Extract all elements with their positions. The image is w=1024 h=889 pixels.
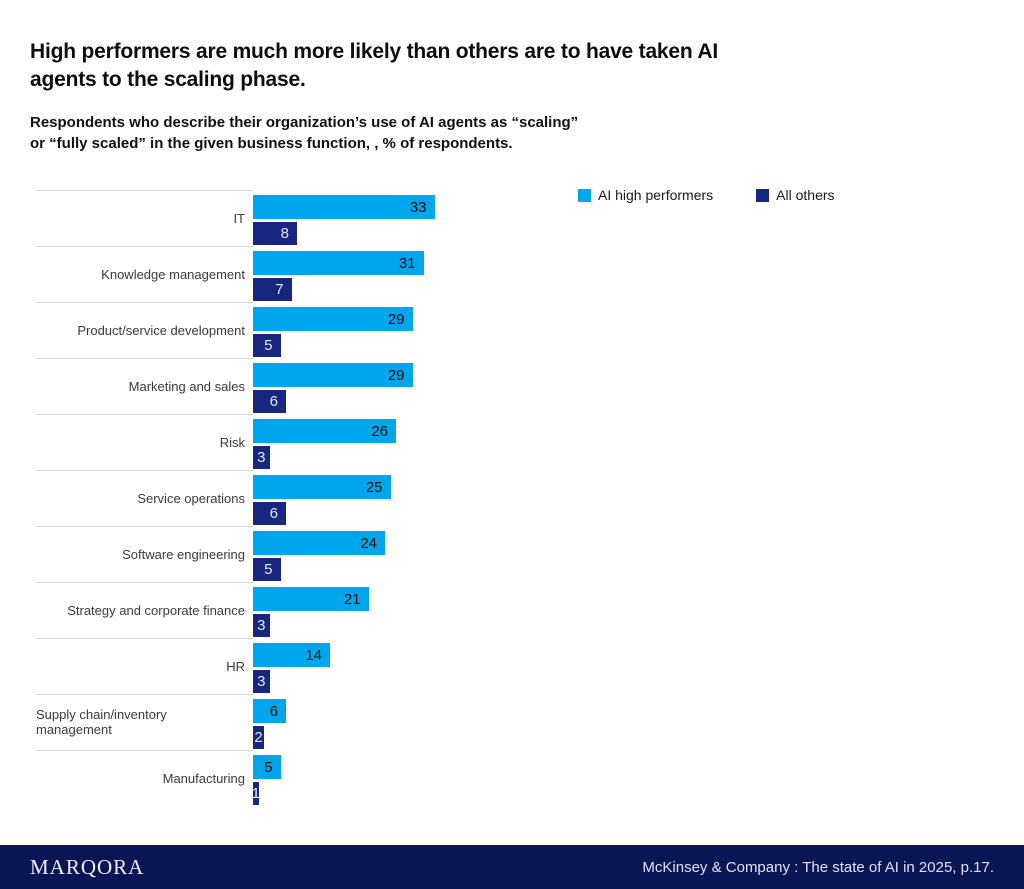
row-separator <box>36 582 253 583</box>
bar-high-performers: 29 <box>253 307 413 331</box>
value-label: 14 <box>305 646 322 664</box>
bar-all-others: 3 <box>253 670 270 693</box>
row-separator <box>36 526 253 527</box>
chart-row: Software engineering 24 5 <box>36 526 988 582</box>
value-label: 24 <box>360 534 377 552</box>
value-label: 29 <box>387 310 405 328</box>
legend-swatch-high-performers-icon <box>578 188 591 202</box>
legend-label: All others <box>776 187 835 203</box>
chart-title-line2: agents to the scaling phase. <box>30 68 306 91</box>
row-separator <box>36 470 253 471</box>
chart-subtitle-line2: or “fully scaled” in the given business … <box>30 135 513 152</box>
value-label: 3 <box>257 673 266 690</box>
bar-all-others: 2 <box>253 726 264 749</box>
legend-label: AI high performers <box>598 187 714 203</box>
value-label: 5 <box>264 337 273 354</box>
category-label: Strategy and corporate finance <box>67 602 245 618</box>
chart-row: IT 33 8 <box>36 190 988 246</box>
category-label: HR <box>226 658 245 674</box>
bar-high-performers: 14 <box>253 643 330 667</box>
row-separator <box>36 190 253 191</box>
value-label: 3 <box>257 449 266 466</box>
category-label: Manufacturing <box>162 770 245 786</box>
value-label: 21 <box>343 590 361 608</box>
row-separator <box>36 638 253 639</box>
bar-all-others: 5 <box>253 558 281 581</box>
value-label: 5 <box>264 758 273 776</box>
bar-high-performers: 6 <box>253 699 286 723</box>
bar-all-others: 5 <box>253 334 281 357</box>
value-label: 5 <box>264 561 273 578</box>
chart-row: Service operations 25 6 <box>36 470 988 526</box>
value-label: 8 <box>280 225 289 242</box>
category-label: IT <box>233 210 245 226</box>
chart-row: Product/service development 29 5 <box>36 302 988 358</box>
bar-high-performers: 29 <box>253 363 413 387</box>
bar-high-performers: 31 <box>253 251 424 275</box>
legend-item-high-performers: AI high performers <box>578 187 713 203</box>
value-label: 26 <box>371 422 388 440</box>
value-label: 6 <box>269 393 278 410</box>
category-label: Risk <box>219 434 245 450</box>
chart-row: HR 14 3 <box>36 638 988 694</box>
category-label: Knowledge management <box>101 266 245 282</box>
source-citation: McKinsey & Company : The state of AI in … <box>642 858 994 876</box>
value-label: 6 <box>269 702 278 720</box>
row-separator <box>36 302 253 303</box>
value-label: 1 <box>251 785 260 802</box>
legend-swatch-all-others-icon <box>756 188 770 202</box>
chart-title: High performers are much more likely tha… <box>30 38 910 94</box>
chart-subtitle-line1: Respondents who describe their organizat… <box>30 114 579 131</box>
bar-all-others: 7 <box>253 278 292 301</box>
legend-item-all-others: All others <box>756 187 835 203</box>
footer: MARQORA McKinsey & Company : The state o… <box>0 845 1024 889</box>
row-separator <box>36 694 253 695</box>
value-label: 25 <box>365 478 383 496</box>
row-separator <box>36 246 253 247</box>
row-separator <box>36 414 253 415</box>
value-label: 3 <box>257 617 266 634</box>
bar-high-performers: 33 <box>253 195 435 219</box>
bar-all-others: 6 <box>253 390 286 413</box>
value-label: 6 <box>269 505 278 522</box>
chart-row: Marketing and sales 29 6 <box>36 358 988 414</box>
category-label: Marketing and sales <box>128 378 245 394</box>
chart-row: Manufacturing 5 1 <box>36 750 988 806</box>
bar-high-performers: 24 <box>253 531 385 555</box>
value-label: 33 <box>409 198 427 216</box>
category-label: Product/service development <box>77 322 245 338</box>
category-label: Service operations <box>137 490 245 506</box>
bar-high-performers: 26 <box>253 419 396 443</box>
bar-high-performers: 25 <box>253 475 391 499</box>
value-label: 2 <box>254 729 263 746</box>
chart-title-line1: High performers are much more likely tha… <box>30 40 718 63</box>
value-label: 31 <box>398 254 416 272</box>
chart-row: Knowledge management 31 7 <box>36 246 988 302</box>
chart-row: Risk 26 3 <box>36 414 988 470</box>
category-label: Software engineering <box>122 546 245 562</box>
value-label: 7 <box>275 281 284 298</box>
bar-chart: IT 33 8 Knowledge management 31 7 Product/serv… <box>36 190 988 806</box>
chart-subtitle: Respondents who describe their organizat… <box>30 112 750 154</box>
category-label: Supply chain/inventory management <box>36 707 167 737</box>
bar-all-others: 3 <box>253 614 270 637</box>
bar-high-performers: 21 <box>253 587 369 611</box>
bar-all-others: 1 <box>251 782 260 805</box>
row-separator <box>36 750 253 751</box>
chart-row: Supply chain/inventory management 6 2 <box>36 694 988 750</box>
bar-all-others: 8 <box>253 222 297 245</box>
bar-high-performers: 5 <box>253 755 281 779</box>
chart-row: Strategy and corporate finance 21 3 <box>36 582 988 638</box>
legend: AI high performers All others <box>578 187 835 203</box>
row-separator <box>36 358 253 359</box>
bar-all-others: 3 <box>253 446 270 469</box>
bar-all-others: 6 <box>253 502 286 525</box>
value-label: 29 <box>387 366 405 384</box>
brand-logo: MARQORA <box>30 854 145 879</box>
